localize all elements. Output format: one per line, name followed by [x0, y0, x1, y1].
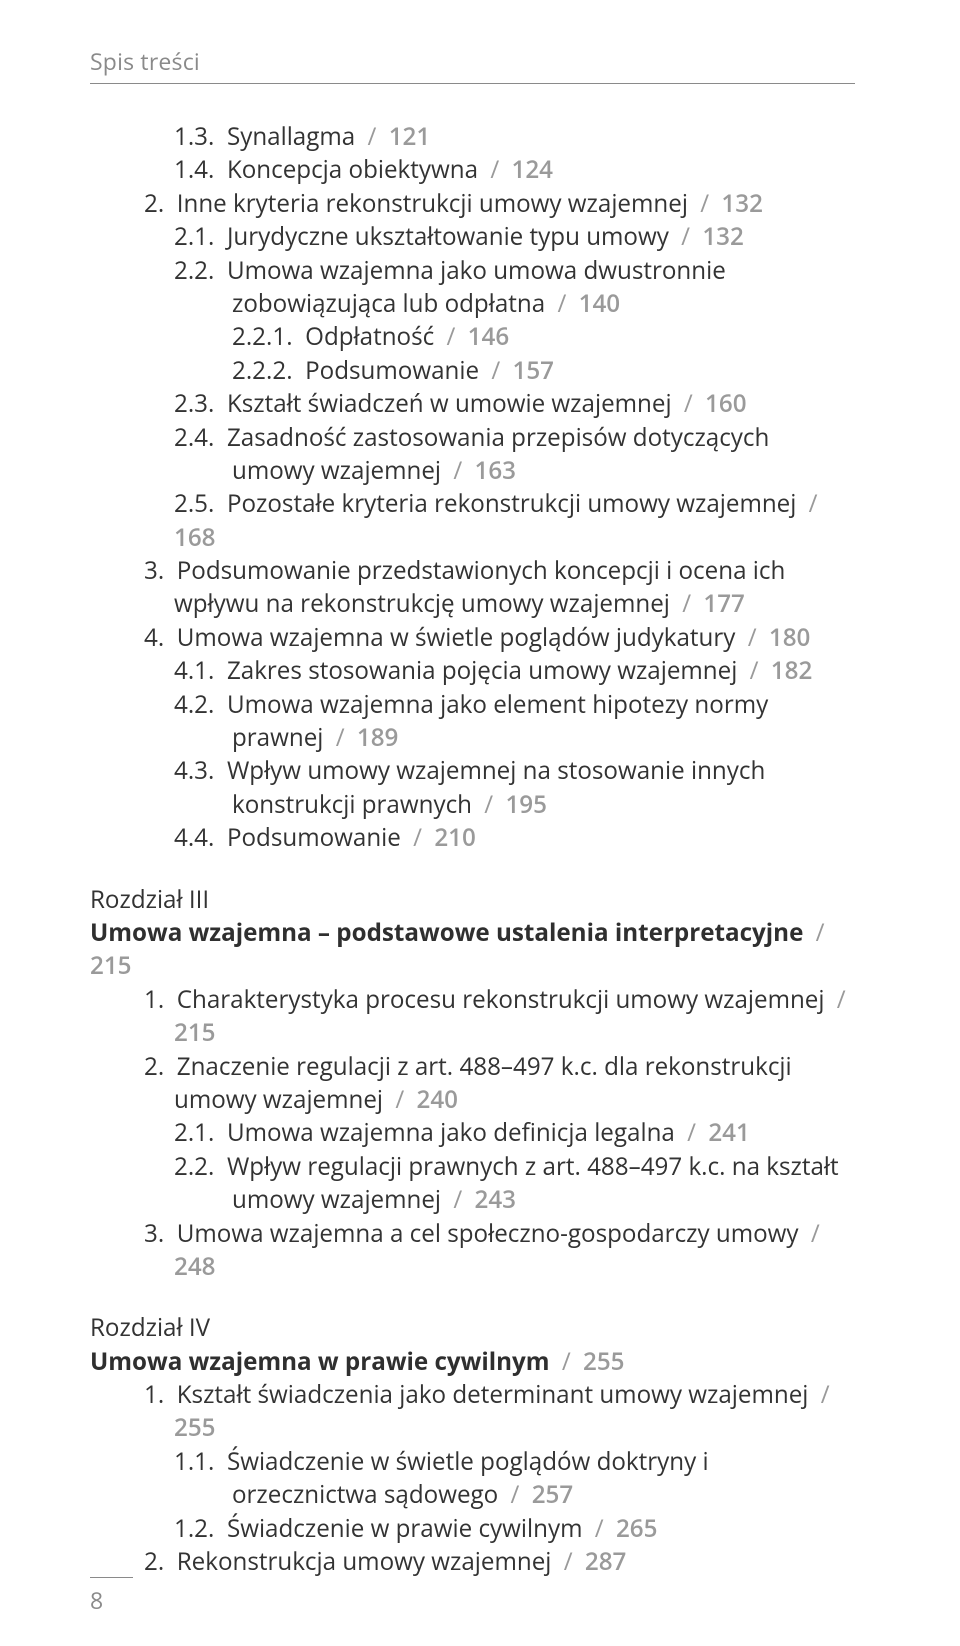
entry-number: 3. — [144, 1217, 177, 1250]
toc-entry: 4. Umowa wzajemna w świetle poglądów jud… — [90, 621, 855, 654]
chapter-label: Rozdział III — [90, 883, 855, 916]
toc-entry: 3. Podsumowanie przedstawionych koncepcj… — [90, 554, 855, 621]
entry-text: Odpłatność — [305, 320, 434, 353]
entry-text: Świadczenie w świetle poglądów doktryny … — [227, 1445, 709, 1511]
toc-entry: 4.4. Podsumowanie / 210 — [90, 821, 855, 854]
entry-text: Umowa wzajemna jako element hipotezy nor… — [227, 688, 768, 754]
entry-text: Synallagma — [227, 120, 355, 153]
entry-text: Podsumowanie — [305, 354, 479, 387]
toc-entry: 2.1. Umowa wzajemna jako definicja legal… — [90, 1116, 855, 1149]
entry-number: 1.2. — [174, 1512, 227, 1545]
chapter-title: Umowa wzajemna w prawie cywilnym / 255 — [90, 1345, 855, 1378]
entry-text: Znaczenie regulacji z art. 488–497 k.c. … — [174, 1050, 792, 1116]
entry-text: Umowa wzajemna jako definicja legalna — [227, 1116, 675, 1149]
toc-entry: 2.1. Jurydyczne ukształtowanie typu umow… — [90, 220, 855, 253]
entry-text: Inne kryteria rekonstrukcji umowy wzajem… — [177, 187, 688, 220]
toc-entry: 1.2. Świadczenie w prawie cywilnym / 265 — [90, 1512, 855, 1545]
entry-text: Podsumowanie — [227, 821, 401, 854]
toc-entry: 2. Rekonstrukcja umowy wzajemnej / 287 — [90, 1545, 855, 1578]
toc-entry: 1.1. Świadczenie w świetle poglądów dokt… — [90, 1445, 855, 1512]
toc-entry: 4.2. Umowa wzajemna jako element hipotez… — [90, 688, 855, 755]
entry-text: Kształt świadczenia jako determinant umo… — [177, 1378, 809, 1411]
entry-text: Umowa wzajemna w świetle poglądów judyka… — [177, 621, 736, 654]
toc-block: Rozdział IIIUmowa wzajemna – podstawowe … — [90, 883, 855, 1284]
toc-block: 1.3. Synallagma / 1211.4. Koncepcja obie… — [90, 120, 855, 855]
toc-entry: 1. Kształt świadczenia jako determinant … — [90, 1378, 855, 1445]
entry-number: 2.4. — [174, 421, 227, 454]
toc-entry: 2.2.2. Podsumowanie / 157 — [90, 354, 855, 387]
toc-entry: 2.2. Wpływ regulacji prawnych z art. 488… — [90, 1150, 855, 1217]
toc-entry: 2. Inne kryteria rekonstrukcji umowy wza… — [90, 187, 855, 220]
entry-text: Charakterystyka procesu rekonstrukcji um… — [177, 983, 825, 1016]
entry-number: 4.4. — [174, 821, 227, 854]
entry-text: Kształt świadczeń w umowie wzajemnej — [227, 387, 672, 420]
entry-number: 2.2.2. — [232, 354, 305, 387]
entry-number: 2.1. — [174, 220, 227, 253]
entry-number: 1. — [144, 1378, 177, 1411]
entry-number: 2. — [144, 1050, 177, 1083]
entry-number: 4. — [144, 621, 177, 654]
entry-number: 1.3. — [174, 120, 227, 153]
entry-number: 4.1. — [174, 654, 227, 687]
chapter-title: Umowa wzajemna – podstawowe ustalenia in… — [90, 916, 855, 983]
toc-entry: 2.2. Umowa wzajemna jako umowa dwustronn… — [90, 254, 855, 321]
page-footer: 8 — [90, 1577, 133, 1616]
entry-text: Rekonstrukcja umowy wzajemnej — [177, 1545, 552, 1578]
entry-number: 3. — [144, 554, 177, 587]
entry-number: 4.3. — [174, 754, 227, 787]
entry-number: 1.1. — [174, 1445, 227, 1478]
toc-entry: 2. Znaczenie regulacji z art. 488–497 k.… — [90, 1050, 855, 1117]
toc-entry: 2.5. Pozostałe kryteria rekonstrukcji um… — [90, 487, 855, 554]
table-of-contents: 1.3. Synallagma / 1211.4. Koncepcja obie… — [90, 120, 855, 1578]
entry-text: Koncepcja obiektywna — [227, 153, 478, 186]
entry-number: 1. — [144, 983, 177, 1016]
running-head: Spis treści — [90, 45, 855, 84]
page: Spis treści 1.3. Synallagma / 1211.4. Ko… — [0, 0, 960, 1646]
entry-number: 2.5. — [174, 487, 227, 520]
entry-text: Umowa wzajemna jako umowa dwustronnie zo… — [227, 254, 726, 320]
entry-number: 2.2.1. — [232, 320, 305, 353]
entry-text: Jurydyczne ukształtowanie typu umowy — [227, 220, 669, 253]
entry-number: 1.4. — [174, 153, 227, 186]
toc-block: Rozdział IVUmowa wzajemna w prawie cywil… — [90, 1311, 855, 1578]
toc-entry: 2.3. Kształt świadczeń w umowie wzajemne… — [90, 387, 855, 420]
page-number: 8 — [90, 1577, 133, 1616]
entry-number: 2.2. — [174, 254, 227, 287]
toc-entry: 2.4. Zasadność zastosowania przepisów do… — [90, 421, 855, 488]
entry-text: Zakres stosowania pojęcia umowy wzajemne… — [227, 654, 737, 687]
toc-entry: 4.3. Wpływ umowy wzajemnej na stosowanie… — [90, 754, 855, 821]
toc-entry: 1.4. Koncepcja obiektywna / 124 — [90, 153, 855, 186]
toc-entry: 1. Charakterystyka procesu rekonstrukcji… — [90, 983, 855, 1050]
entry-text: Świadczenie w prawie cywilnym — [227, 1512, 583, 1545]
toc-entry: 1.3. Synallagma / 121 — [90, 120, 855, 153]
entry-number: 2. — [144, 1545, 177, 1578]
toc-entry: 3. Umowa wzajemna a cel społeczno-gospod… — [90, 1217, 855, 1284]
entry-number: 2.3. — [174, 387, 227, 420]
entry-text: Umowa wzajemna a cel społeczno-gospodarc… — [177, 1217, 799, 1250]
chapter-label: Rozdział IV — [90, 1311, 855, 1344]
entry-number: 2.2. — [174, 1150, 227, 1183]
entry-text: Pozostałe kryteria rekonstrukcji umowy w… — [227, 487, 796, 520]
entry-number: 2.1. — [174, 1116, 227, 1149]
entry-number: 2. — [144, 187, 177, 220]
entry-number: 4.2. — [174, 688, 227, 721]
toc-entry: 4.1. Zakres stosowania pojęcia umowy wza… — [90, 654, 855, 687]
entry-text: Wpływ regulacji prawnych z art. 488–497 … — [227, 1150, 839, 1216]
toc-entry: 2.2.1. Odpłatność / 146 — [90, 320, 855, 353]
